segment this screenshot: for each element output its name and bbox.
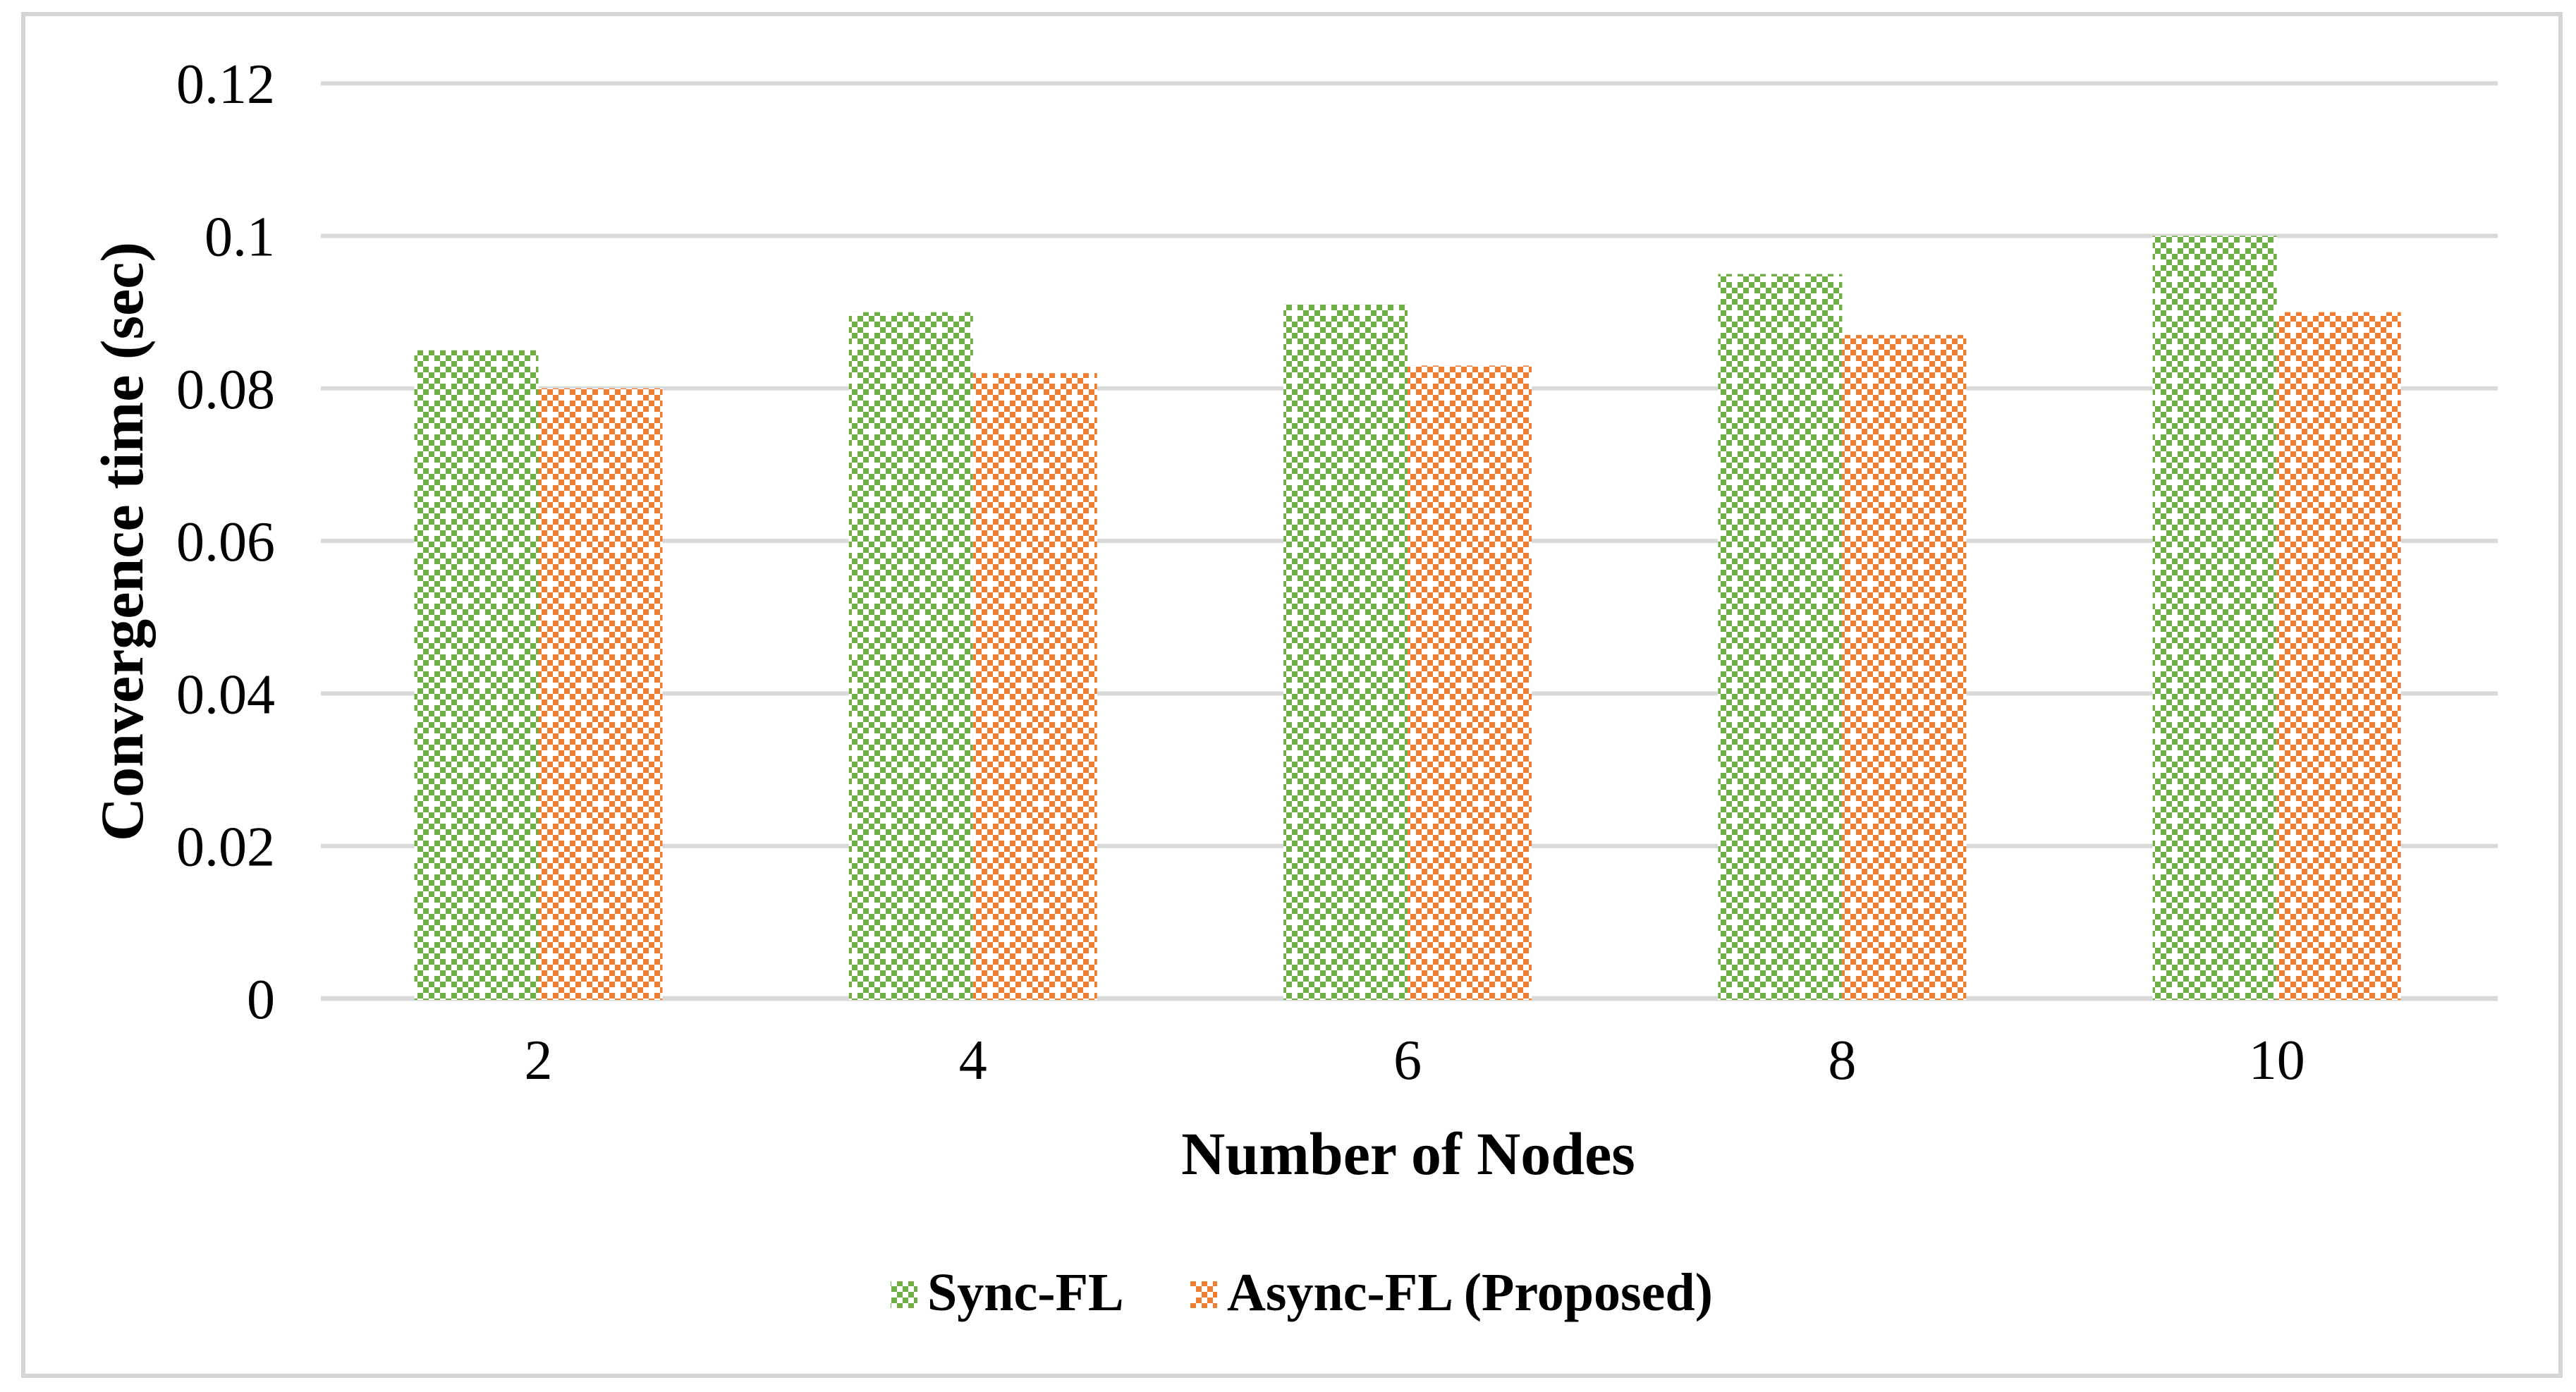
y-tick-0.08: 0.08 bbox=[176, 359, 275, 421]
bar-async-fl-proposed-4 bbox=[972, 373, 1097, 1000]
y-tick-0.06: 0.06 bbox=[176, 511, 275, 573]
legend-item-sync-fl: Sync-FL bbox=[891, 1263, 1124, 1322]
x-axis-title: Number of Nodes bbox=[1181, 1120, 1635, 1188]
legend-item-async-fl-proposed: Async-FL (Proposed) bbox=[1190, 1263, 1713, 1322]
x-axis-tick-labels: 2 4 6 8 10 bbox=[525, 1030, 2305, 1092]
x-tick-2: 2 bbox=[525, 1030, 553, 1092]
bar-async-fl-proposed-8 bbox=[1842, 335, 1967, 1001]
bar-sync-fl-4 bbox=[848, 312, 973, 1000]
bar-sync-fl-8 bbox=[1718, 274, 1843, 1001]
bar-sync-fl-10 bbox=[2152, 236, 2277, 1000]
x-tick-10: 10 bbox=[2249, 1030, 2305, 1092]
legend-swatch-sync-fl bbox=[891, 1281, 917, 1308]
y-axis-title: Convergence time (sec) bbox=[88, 242, 156, 841]
legend-label-sync-fl: Sync-FL bbox=[927, 1263, 1124, 1322]
y-tick-0.12: 0.12 bbox=[176, 54, 275, 116]
x-tick-4: 4 bbox=[959, 1030, 987, 1092]
bar-sync-fl-6 bbox=[1283, 304, 1408, 1001]
bar-async-fl-proposed-2 bbox=[538, 388, 663, 1000]
gridlines bbox=[321, 81, 2498, 1001]
y-tick-0.02: 0.02 bbox=[176, 817, 275, 879]
legend: Sync-FL Async-FL (Proposed) bbox=[891, 1263, 1713, 1322]
y-axis-tick-labels: 0 0.02 0.04 0.06 0.08 0.1 0.12 bbox=[176, 54, 275, 1031]
figure-border bbox=[21, 12, 2563, 1378]
x-tick-8: 8 bbox=[1828, 1030, 1856, 1092]
bar-async-fl-proposed-10 bbox=[2276, 312, 2401, 1000]
bar-sync-fl-2 bbox=[414, 350, 539, 1001]
bar-async-fl-proposed-6 bbox=[1408, 365, 1532, 1000]
y-tick-0.1: 0.1 bbox=[205, 207, 275, 269]
legend-label-async-fl-proposed: Async-FL (Proposed) bbox=[1227, 1263, 1713, 1322]
legend-swatch-async-fl-proposed bbox=[1190, 1281, 1217, 1308]
y-tick-0: 0 bbox=[247, 969, 275, 1031]
y-tick-0.04: 0.04 bbox=[176, 664, 275, 726]
x-tick-6: 6 bbox=[1393, 1030, 1422, 1092]
bar-series-group bbox=[414, 236, 2401, 1001]
